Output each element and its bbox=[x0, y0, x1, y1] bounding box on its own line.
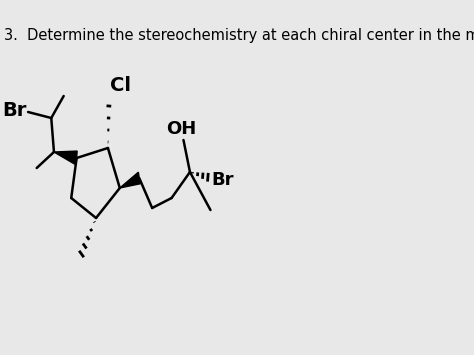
Text: 3.  Determine the stereochemistry at each chiral center in the molecule below.: 3. Determine the stereochemistry at each… bbox=[4, 28, 474, 43]
Text: Cl: Cl bbox=[110, 76, 131, 95]
Polygon shape bbox=[120, 172, 140, 188]
Text: OH: OH bbox=[165, 120, 196, 138]
Polygon shape bbox=[54, 151, 77, 165]
Text: Br: Br bbox=[211, 171, 234, 189]
Text: Br: Br bbox=[2, 100, 27, 120]
